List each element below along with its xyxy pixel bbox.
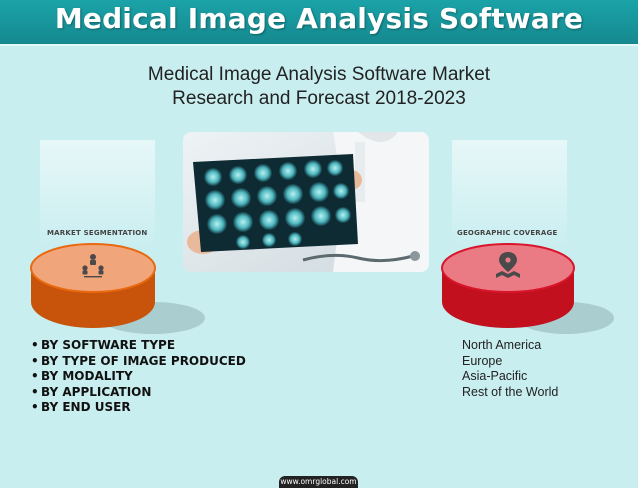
footer-tab: www.omrglobal.com [279,476,358,488]
title-banner: Medical Image Analysis Software [0,0,638,46]
list-item: • BY TYPE OF IMAGE PRODUCED [31,353,246,368]
map-pin-icon [496,252,520,278]
website-url: www.omrglobal.com [280,477,357,486]
list-item: Europe [462,353,503,368]
subtitle-line-1: Medical Image Analysis Software Market [147,64,491,85]
list-item: Asia-Pacific [462,369,528,383]
mri-photo [183,132,429,272]
geographic-coverage-title: GEOGRAPHIC COVERAGE [457,229,558,237]
segmentation-list: • BY SOFTWARE TYPE • BY TYPE OF IMAGE PROD… [31,338,246,416]
list-item: • BY END USER [31,400,131,414]
geography-list: North America Europe Asia-Pacific Rest o… [462,338,558,400]
left-glow [40,140,155,250]
market-segmentation-cylinder [30,243,205,334]
subtitle-line-2: Research and Forecast 2018-2023 [172,88,466,109]
market-segmentation-title: MARKET SEGMENTATION [47,229,148,237]
mri-film-grid [204,160,351,249]
list-item: • BY APPLICATION [31,384,152,399]
page-title: Medical Image Analysis Software [54,2,584,35]
doctor-viewing-mri-scan-image [183,132,429,272]
list-item: • BY MODALITY [31,369,133,383]
geographic-coverage-cylinder [441,243,614,334]
list-item: • BY SOFTWARE TYPE [31,338,176,352]
list-item: Rest of the World [462,384,559,399]
right-glow [452,140,567,250]
list-item: North America [462,338,542,352]
people-hierarchy-icon [82,254,104,278]
subtitle: Medical Image Analysis Software Market R… [0,63,638,111]
